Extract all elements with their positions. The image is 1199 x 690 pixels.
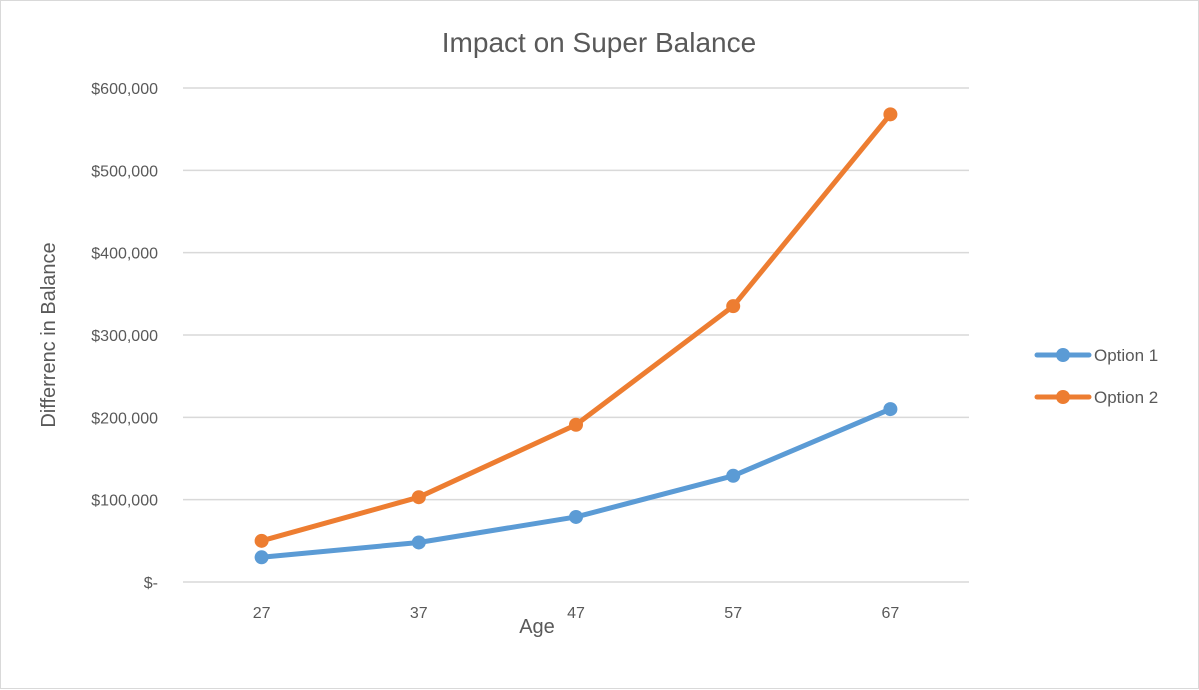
data-point-option-1 <box>411 535 426 550</box>
data-point-option-1 <box>569 509 583 524</box>
y-axis-label: Differrenc in Balance <box>38 242 60 427</box>
x-tick-label: 57 <box>724 605 742 622</box>
data-point-option-2 <box>569 417 583 432</box>
series-line-option-2 <box>259 111 893 544</box>
y-axis-ticks: $- $100,000 $200,000 $300,000 $400,000 $500,0… <box>91 81 158 592</box>
x-axis-label: Age <box>519 616 555 638</box>
y-tick-label: $100,000 <box>91 493 158 510</box>
legend: Option 1 Option 2 <box>1034 346 1158 407</box>
gridlines <box>183 87 969 583</box>
data-point-option-2 <box>726 299 741 314</box>
x-tick-label: 37 <box>410 605 428 622</box>
x-axis-ticks: 27 37 47 57 67 <box>253 605 900 622</box>
y-tick-label: $200,000 <box>91 410 158 427</box>
legend-marker-option-1 <box>1056 348 1070 362</box>
data-point-option-2 <box>254 533 269 548</box>
legend-marker-option-2 <box>1056 390 1070 404</box>
x-tick-label: 67 <box>882 605 900 622</box>
x-tick-label: 47 <box>567 605 585 622</box>
data-point-option-1 <box>254 550 269 565</box>
data-point-option-2 <box>411 490 426 505</box>
data-point-option-1 <box>726 468 741 483</box>
chart-title: Impact on Super Balance <box>442 27 756 58</box>
data-point-option-2 <box>883 107 898 122</box>
y-tick-label: $500,000 <box>91 163 158 180</box>
x-tick-label: 27 <box>253 605 271 622</box>
y-tick-label: $400,000 <box>91 246 158 263</box>
y-tick-label: $300,000 <box>91 328 158 345</box>
series-group <box>254 107 898 565</box>
y-tick-label: $- <box>144 575 158 592</box>
y-tick-label: $600,000 <box>91 81 158 98</box>
legend-label-option-1: Option 1 <box>1094 346 1158 365</box>
legend-label-option-2: Option 2 <box>1094 388 1158 407</box>
data-point-option-1 <box>883 402 898 417</box>
